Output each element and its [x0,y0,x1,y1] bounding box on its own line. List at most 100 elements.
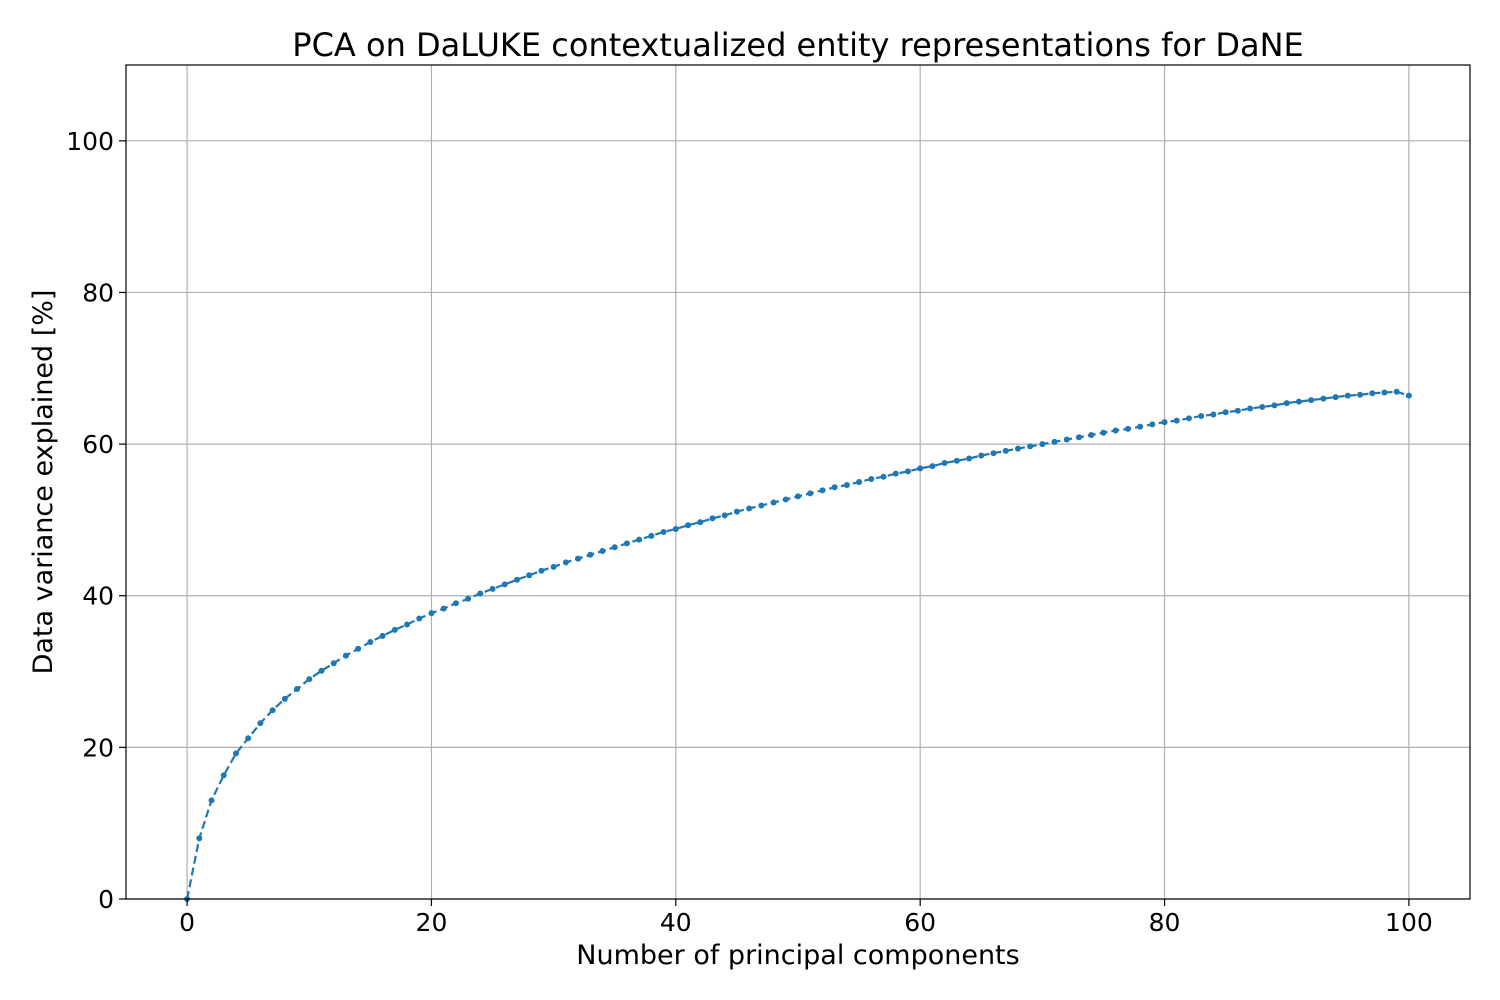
data-point [379,632,386,639]
data-point [318,667,325,674]
data-point [220,772,227,779]
data-point [1369,390,1376,397]
data-point [746,505,753,512]
data-point [1357,391,1364,398]
data-point [440,605,447,612]
data-point [636,536,643,543]
data-point [831,484,838,491]
grid-lines [126,65,1470,900]
x-axis-label: Number of principal components [576,940,1019,971]
data-point [416,615,423,622]
data-point [1063,436,1070,443]
data-point [587,551,594,558]
data-point [1198,413,1205,420]
data-point [1088,431,1095,438]
data-point [501,581,508,588]
data-point [550,563,557,570]
data-point [1332,394,1339,401]
data-point [1222,409,1229,416]
data-point [1308,397,1315,404]
x-tick-label: 100 [1385,908,1433,937]
y-tick-label: 60 [82,430,114,459]
data-point [1112,427,1119,434]
y-axis-label: Data variance explained [%] [28,290,59,675]
y-tick-label: 40 [82,582,114,611]
data-point [1320,395,1327,402]
data-point [843,482,850,489]
data-point [1234,407,1241,414]
data-point [709,515,716,522]
data-point [232,750,239,757]
data-point [623,540,630,547]
data-point [1271,402,1278,409]
data-point [819,487,826,494]
data-point [880,473,887,480]
data-point [575,555,582,562]
data-point [856,479,863,485]
data-point [1014,445,1021,452]
data-point [697,519,704,526]
data-point [367,638,374,645]
chart-title: PCA on DaLUKE contextualized entity repr… [292,26,1303,64]
data-point [1283,400,1290,407]
data-point [306,676,313,683]
data-point [1210,411,1217,418]
data-point [281,695,288,702]
data-point [917,465,924,472]
data-point [538,567,545,574]
data-point [428,610,435,617]
data-point [245,735,252,742]
data-point [941,460,948,467]
data-point [1076,434,1083,441]
data-point [196,835,203,842]
data-point [648,532,655,539]
data-point [770,499,777,506]
data-point [953,457,960,464]
data-point [1137,423,1144,430]
data-point [1185,415,1192,422]
y-tick-label: 20 [82,733,114,762]
data-point [1344,392,1351,399]
data-point [294,685,301,692]
data-point [1051,438,1058,445]
y-tick-label: 0 [98,885,114,914]
data-point [342,652,349,659]
data-point [1039,441,1046,448]
y-tick-label: 100 [66,127,114,156]
data-point [782,496,789,503]
data-point [355,645,362,652]
x-tick-label: 0 [179,908,195,937]
data-point [672,526,679,533]
data-point [257,720,264,727]
data-point [966,455,973,462]
data-point [513,576,520,583]
data-point [758,502,765,509]
data-point [978,452,985,459]
data-point [892,470,899,477]
data-point [330,660,337,667]
data-point [1247,405,1254,412]
data-point [562,559,569,566]
data-point [208,797,215,804]
data-point [1149,421,1156,428]
data-point [807,490,814,497]
data-point [1259,403,1266,410]
data-point [660,529,667,536]
data-point [1100,429,1107,436]
data-point [1002,447,1009,454]
data-point [1027,443,1034,450]
data-point [1393,388,1400,395]
axis-ticks: 0 20 40 60 80 100 0 20 40 60 80 100 [66,127,1432,937]
data-point [1381,389,1388,396]
data-point [465,595,472,602]
data-point [489,585,496,592]
data-point [685,522,692,529]
data-point [1405,392,1412,399]
data-point [391,626,398,633]
series-layer [184,388,1412,902]
plot-frame [125,64,1471,900]
data-point [477,590,484,597]
data-point [1161,419,1168,426]
x-tick-label: 40 [660,908,692,937]
x-tick-label: 20 [416,908,448,937]
